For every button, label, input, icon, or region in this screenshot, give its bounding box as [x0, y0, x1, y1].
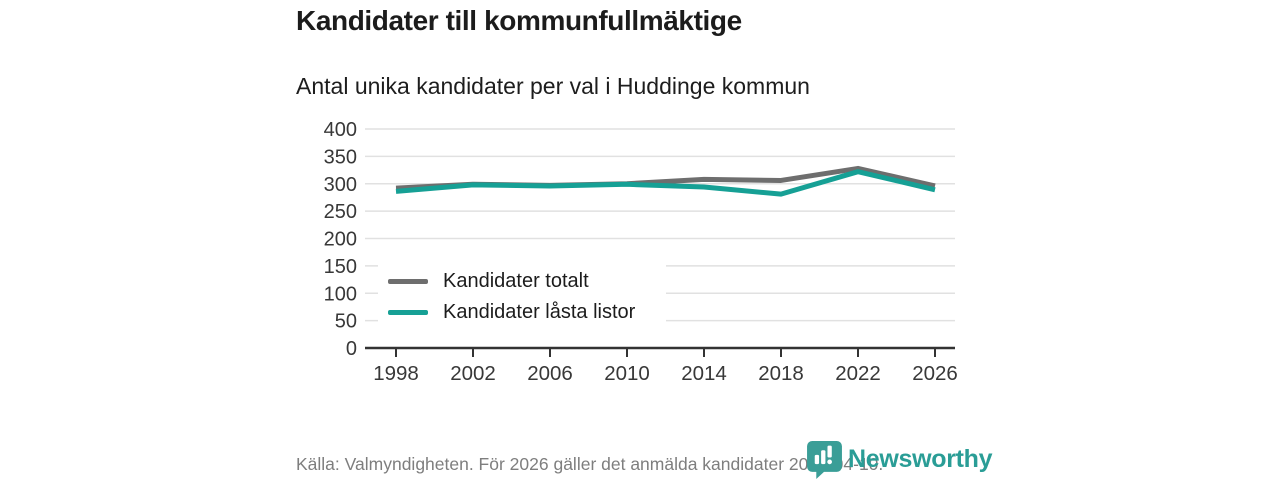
y-tick-label-400: 400 [324, 119, 357, 141]
chart-canvas: 0 50 100 150 200 250 300 350 400 1998 2002 2006 2010… [324, 119, 958, 385]
y-tick-label-50: 50 [335, 311, 357, 333]
legend-label-locked-lists: Kandidater låsta listor [443, 301, 636, 323]
x-tick-label-2018: 2018 [758, 362, 804, 385]
x-tick-label-2010: 2010 [604, 362, 650, 385]
legend-label-total: Kandidater totalt [443, 270, 589, 292]
y-tick-label-100: 100 [324, 283, 357, 305]
x-tick-label-2006: 2006 [527, 362, 573, 385]
chart-subtitle: Antal unika kandidater per val i Hudding… [296, 73, 810, 99]
y-tick-label-250: 250 [324, 201, 357, 223]
newsworthy-logo: Newsworthy [806, 440, 993, 479]
y-tick-label-200: 200 [324, 229, 357, 251]
x-tick-label-2022: 2022 [835, 362, 881, 385]
y-tick-label-300: 300 [324, 174, 357, 196]
y-tick-label-150: 150 [324, 256, 357, 278]
y-tick-label-0: 0 [346, 338, 357, 360]
legend-swatch-total [388, 279, 428, 284]
line-series-1 [395, 169, 936, 197]
x-tick-label-2026: 2026 [912, 362, 958, 385]
chart-legend: Kandidater totalt Kandidater låsta listo… [378, 262, 666, 334]
legend-swatch-locked-lists [388, 310, 428, 315]
x-tick-label-2002: 2002 [450, 362, 496, 385]
newsworthy-chart-bubble-icon [807, 441, 842, 479]
source-note: Källa: Valmyndigheten. För 2026 gäller d… [296, 454, 884, 474]
y-tick-label-350: 350 [324, 146, 357, 168]
legend-item-total: Kandidater totalt [388, 270, 656, 293]
chart-title: Kandidater till kommunfullmäktige [296, 5, 742, 36]
newsworthy-logo-text: Newsworthy [848, 445, 993, 473]
x-tick-label-1998: 1998 [373, 362, 419, 385]
legend-item-locked-lists: Kandidater låsta listor [388, 301, 656, 324]
x-tick-label-2014: 2014 [681, 362, 727, 385]
